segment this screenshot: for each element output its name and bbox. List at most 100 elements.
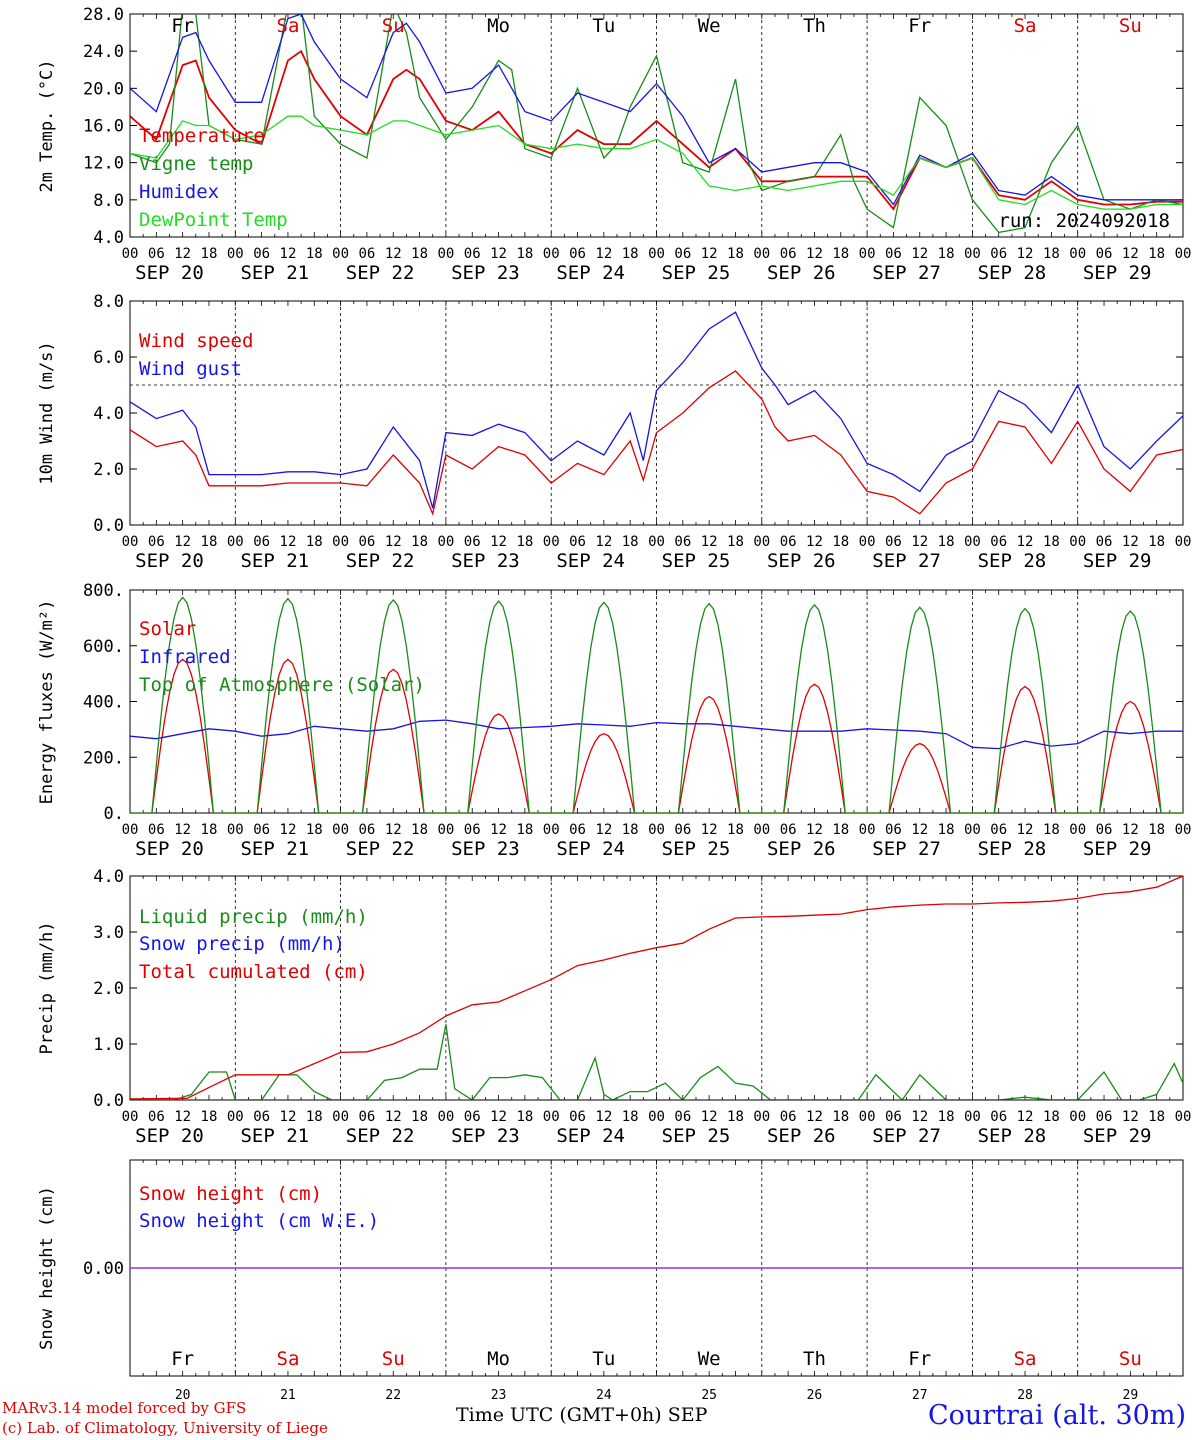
series-line-wind-speed [130,370,1183,516]
weekday-label: Fr [171,15,194,37]
hour-label: 06 [464,822,481,838]
hour-label: 18 [1043,822,1060,838]
hour-label: 00 [227,822,244,838]
hour-label: 06 [148,246,165,262]
date-label: SEP 22 [346,262,415,284]
model-credit: MARv3.14 model forced by GFS (c) Lab. of… [2,1398,328,1438]
hour-label: 06 [253,246,270,262]
plot-frame [129,589,1184,814]
date-label: SEP 28 [978,1125,1047,1147]
hour-label: 06 [885,534,902,550]
hour-label: 12 [701,246,718,262]
hour-label: 06 [358,822,375,838]
date-label: SEP 21 [240,1125,309,1147]
hour-label: 18 [938,534,955,550]
hour-label: 18 [411,822,428,838]
y-tick-label: 2.0 [93,460,124,480]
date-label: SEP 21 [240,262,309,284]
hour-label: 00 [648,246,665,262]
hour-label: 18 [306,246,323,262]
hour-label: 00 [859,822,876,838]
hour-label: 18 [516,534,533,550]
y-tick-label: 4.0 [93,404,124,424]
hour-label: 18 [1148,822,1165,838]
hour-label: 18 [727,534,744,550]
date-label: SEP 25 [662,262,731,284]
hour-label: 00 [122,534,139,550]
series-group [130,311,1183,516]
weekday-label: Fr [908,15,931,37]
hour-label: 06 [464,534,481,550]
hour-label: 06 [569,534,586,550]
panel-1: 4.0 8.0 12.0 16.0 20.0 24.0 28.0 2m Temp. (°C) T… [37,5,1191,284]
weekday-label: Fr [908,1348,931,1370]
date-label: SEP 22 [346,838,415,860]
series-line-infrared [130,719,1183,750]
hour-label: 18 [1043,246,1060,262]
hour-label: 06 [674,246,691,262]
hour-label: 06 [148,822,165,838]
hour-label: 00 [332,246,349,262]
hour-label: 12 [1122,1109,1139,1125]
hour-label: 06 [885,1109,902,1125]
hour-label: 12 [911,534,928,550]
hour-label: 18 [832,1109,849,1125]
hour-label: 06 [990,246,1007,262]
legend-entry: Humidex [139,181,219,203]
hour-label: 12 [1017,1109,1034,1125]
y-tick-label: 8.0 [93,292,124,312]
date-label: SEP 27 [872,1125,941,1147]
hour-label: 18 [622,1109,639,1125]
hour-label: 00 [1175,822,1192,838]
hour-label: 18 [411,246,428,262]
hour-label: 00 [543,246,560,262]
hour-label: 12 [280,246,297,262]
day-number-label: 23 [491,1388,507,1403]
hour-label: 12 [806,1109,823,1125]
hour-label: 18 [727,246,744,262]
hour-label: 18 [622,822,639,838]
hour-label: 18 [727,822,744,838]
plot-frame [129,300,1184,526]
hour-label: 12 [490,246,507,262]
y-tick-label: 1.0 [93,1035,124,1055]
hour-label: 18 [201,534,218,550]
hour-label: 06 [569,822,586,838]
hour-label: 00 [332,1109,349,1125]
date-label: SEP 24 [556,550,625,572]
weekday-label: Sa [277,1348,300,1370]
hour-label: 06 [253,534,270,550]
hour-label: 06 [1096,534,1113,550]
hour-label: 12 [911,1109,928,1125]
y-axis-label: Snow height (cm) [37,1186,57,1350]
hour-label: 18 [306,534,323,550]
weekday-label: Mo [487,1348,510,1370]
hour-label: 00 [859,246,876,262]
weekday-label: We [698,15,721,37]
hour-label: 00 [753,822,770,838]
legend-entry: Wind gust [139,358,242,380]
date-label: SEP 24 [556,838,625,860]
day-number-label: 29 [1123,1388,1139,1403]
hour-label: 12 [280,822,297,838]
weekday-label: Sa [1014,15,1037,37]
hour-label: 06 [780,1109,797,1125]
y-tick-label: 24.0 [83,42,124,62]
date-label: SEP 20 [135,550,204,572]
y-tick-label: 20.0 [83,79,124,99]
weekday-label: Tu [592,15,615,37]
hour-label: 06 [674,534,691,550]
day-number-label: 27 [912,1388,928,1403]
hour-label: 00 [437,534,454,550]
date-label: SEP 22 [346,1125,415,1147]
hour-label: 12 [595,534,612,550]
date-label: SEP 22 [346,550,415,572]
hour-label: 06 [674,1109,691,1125]
y-axis-label: Precip (mm/h) [37,921,57,1054]
series-line-wind-gust [130,311,1183,509]
weekday-label: Su [1119,1348,1142,1370]
hour-label: 18 [411,534,428,550]
legend-entry: Solar [139,618,196,640]
hour-label: 00 [753,246,770,262]
hour-label: 06 [885,246,902,262]
